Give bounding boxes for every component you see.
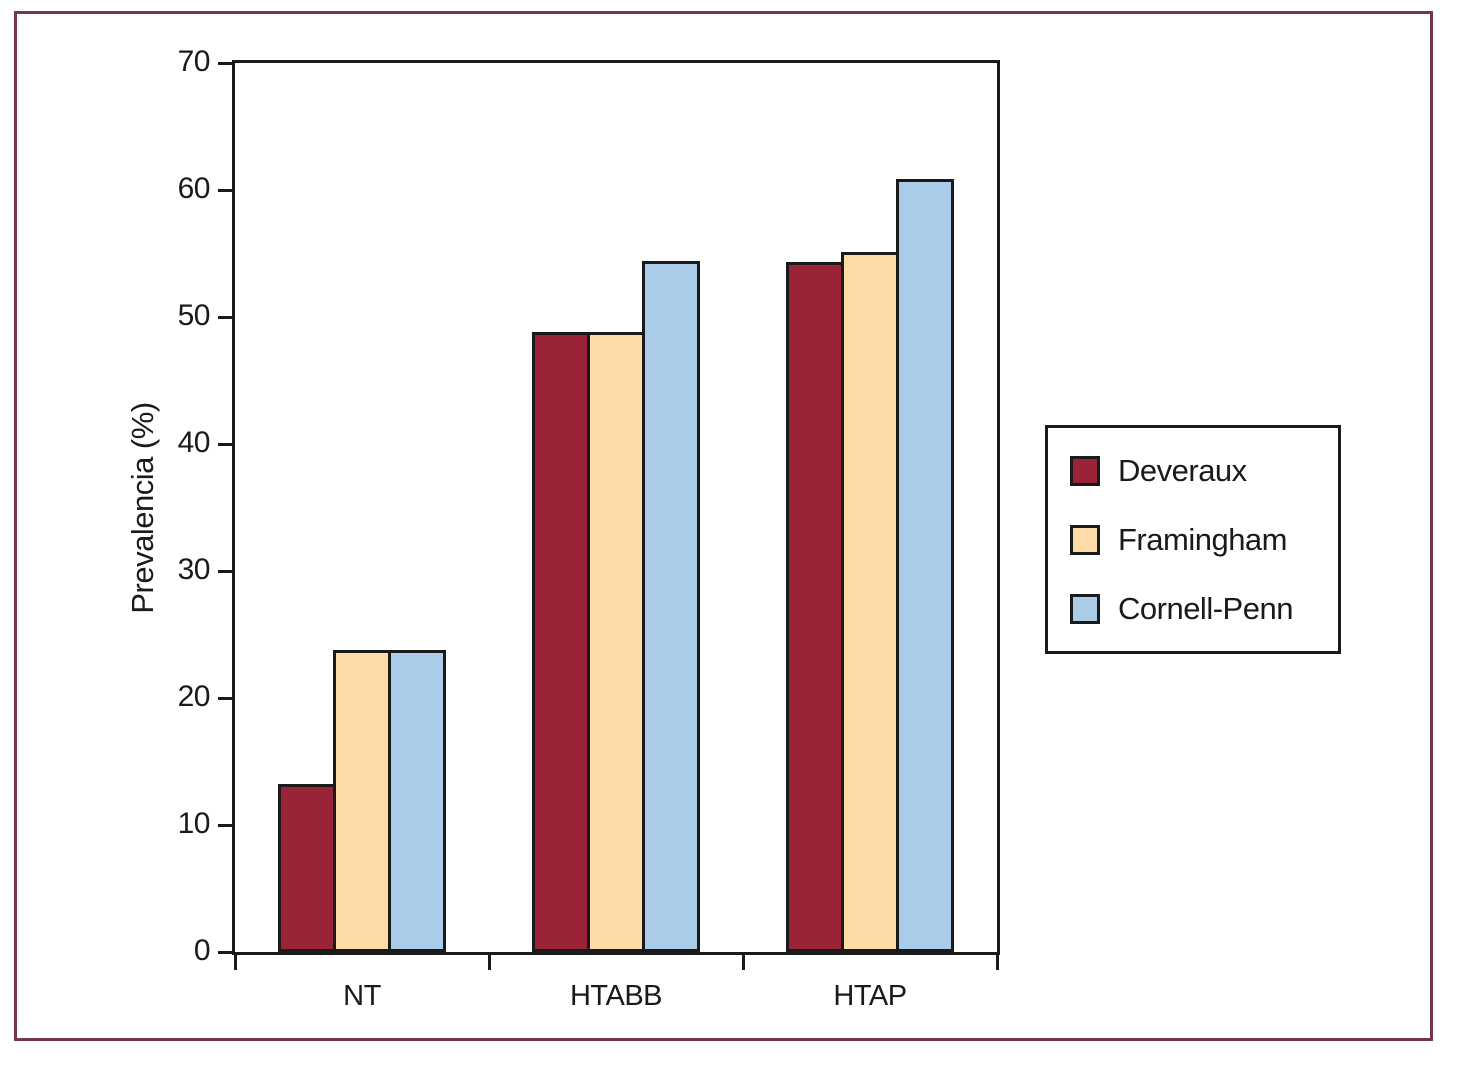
y-tick-mark-20 — [218, 696, 232, 700]
legend-item-framingham: Framingham — [1070, 522, 1338, 558]
y-tick-label-20: 20 — [177, 680, 211, 713]
y-tick-mark-30 — [218, 569, 232, 573]
x-tick-mark-3 — [995, 955, 999, 970]
y-tick-mark-60 — [218, 188, 232, 192]
legend-item-cornell-penn: Cornell-Penn — [1070, 591, 1338, 627]
legend-label-cornell-penn: Cornell-Penn — [1118, 590, 1293, 626]
y-tick-mark-50 — [218, 315, 232, 319]
bar-framingham-htabb — [587, 332, 645, 952]
bar-group-htabb — [489, 63, 743, 952]
bar-deveraux-htabb — [532, 332, 590, 952]
bar-group-htap — [743, 63, 997, 952]
legend-item-deveraux: Deveraux — [1070, 453, 1338, 489]
plot-area — [232, 60, 1000, 955]
y-tick-label-30: 30 — [177, 553, 211, 586]
bar-cornell-penn-htap — [896, 178, 954, 952]
y-tick-label-10: 10 — [177, 807, 211, 840]
y-tick-mark-40 — [218, 442, 232, 446]
y-tick-label-0: 0 — [193, 934, 211, 967]
legend-swatch-framingham — [1070, 524, 1100, 555]
bar-cornell-penn-htabb — [642, 261, 700, 952]
y-tick-label-60: 60 — [177, 172, 211, 205]
bar-group-nt — [235, 63, 489, 952]
y-tick-label-70: 70 — [177, 45, 211, 78]
bar-deveraux-htap — [786, 262, 844, 952]
bar-framingham-htap — [841, 252, 899, 952]
legend-label-framingham: Framingham — [1118, 521, 1288, 557]
x-category-label-htap: HTAP — [833, 980, 907, 1012]
legend-label-deveraux: Deveraux — [1118, 452, 1247, 488]
bar-cornell-penn-nt — [388, 649, 446, 952]
bar-framingham-nt — [333, 649, 391, 952]
legend-swatch-deveraux — [1070, 455, 1100, 486]
y-tick-mark-10 — [218, 823, 232, 827]
y-tick-label-40: 40 — [177, 426, 211, 459]
x-category-label-htabb: HTABB — [569, 980, 663, 1012]
y-tick-mark-70 — [218, 61, 232, 65]
legend-swatch-cornell-penn — [1070, 593, 1100, 624]
legend: Deveraux Framingham Cornell-Penn — [1045, 425, 1341, 654]
bar-deveraux-nt — [278, 784, 336, 952]
y-tick-label-50: 50 — [177, 299, 211, 332]
x-tick-mark-2 — [741, 955, 745, 970]
y-tick-mark-0 — [218, 950, 232, 954]
x-tick-mark-1 — [487, 955, 491, 970]
x-category-label-nt: NT — [343, 980, 381, 1012]
x-tick-mark-0 — [233, 955, 237, 970]
